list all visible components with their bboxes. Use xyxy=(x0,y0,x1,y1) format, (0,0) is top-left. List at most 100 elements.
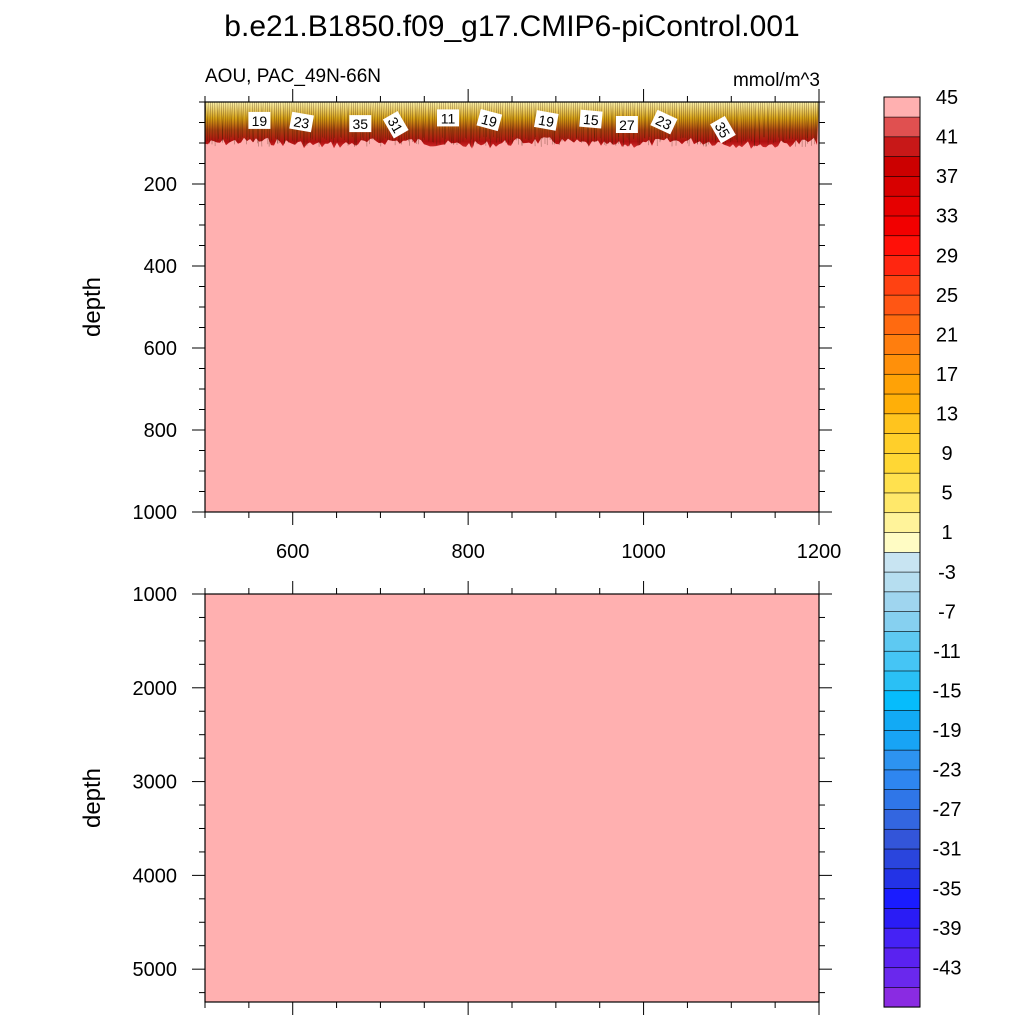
contour-line xyxy=(740,102,743,145)
colorbar-swatch xyxy=(883,947,921,969)
colorbar-swatch xyxy=(883,749,921,771)
colorbar-label: -39 xyxy=(933,918,962,940)
y-tick-label: 3000 xyxy=(133,772,178,794)
y-tick-label: 1000 xyxy=(133,584,178,606)
contour-line xyxy=(578,102,581,139)
contour-label: 27 xyxy=(615,116,638,133)
contour-label-box xyxy=(349,115,372,133)
contour-label-box xyxy=(650,109,678,135)
colorbar-label: 45 xyxy=(936,87,958,109)
contour-line xyxy=(767,102,770,145)
contour-labels: 19 23 35 31 11 19 19 15 27 23 35 xyxy=(248,108,736,144)
colorbar-swatch xyxy=(883,986,921,1008)
contour-line xyxy=(804,102,806,147)
x-tick-label: 1000 xyxy=(621,541,666,563)
contour-line xyxy=(315,102,317,141)
colorbar-label: 25 xyxy=(936,285,958,307)
contour-line xyxy=(526,102,529,141)
colorbar-swatch xyxy=(883,373,921,395)
contour-line xyxy=(641,102,643,143)
contour-line xyxy=(647,102,649,146)
colorbar-swatch xyxy=(883,432,921,454)
colorbar-swatch xyxy=(883,254,921,276)
contour-line xyxy=(733,102,736,139)
contour-label: 35 xyxy=(710,115,736,144)
colorbar-swatch xyxy=(883,353,921,375)
colorbar-label: 41 xyxy=(936,127,958,149)
contour-line xyxy=(680,102,683,138)
colorbar-label: 5 xyxy=(941,483,952,505)
contour-label-text: 35 xyxy=(353,116,369,132)
colorbar-swatch xyxy=(883,729,921,751)
axes-top: 200 400 600 800 1000 600 800 1000 1200 xyxy=(133,89,841,563)
contour-line xyxy=(317,102,320,147)
colorbar-swatch xyxy=(883,551,921,573)
contour-line xyxy=(754,102,757,147)
contour-line xyxy=(229,102,231,143)
contour-line xyxy=(530,102,532,140)
contour-line xyxy=(807,102,810,144)
contour-line xyxy=(209,102,211,144)
contour-line xyxy=(236,102,239,143)
y-tick-label: 400 xyxy=(144,256,177,278)
contour-line xyxy=(427,102,430,142)
colorbar-label: -23 xyxy=(933,760,962,782)
contour-line xyxy=(789,102,792,139)
contour-line xyxy=(603,102,606,145)
contour-line xyxy=(282,102,285,145)
contour-line xyxy=(277,102,279,145)
y-tick-label: 4000 xyxy=(133,865,178,887)
colorbar-label: 17 xyxy=(936,364,958,386)
contour-label: 35 xyxy=(349,115,372,133)
contour-line xyxy=(504,102,507,143)
colorbar-swatch xyxy=(883,709,921,731)
contour-line xyxy=(521,102,524,146)
contour-label-text: 23 xyxy=(292,113,310,131)
colorbar-swatch xyxy=(883,215,921,237)
y-tick-label: 200 xyxy=(144,174,177,196)
plot-panel-bottom: 1000 2000 3000 4000 5000 depth xyxy=(79,581,832,1015)
contour-line xyxy=(428,102,431,141)
contour-label-box xyxy=(437,109,459,127)
contour-line xyxy=(675,102,678,146)
contour-line xyxy=(762,102,764,138)
contour-line xyxy=(380,102,383,147)
colorbar-label: -43 xyxy=(933,957,962,979)
contour-line xyxy=(230,102,233,138)
colorbar-label: -31 xyxy=(933,839,962,861)
contour-label-text: 23 xyxy=(653,112,674,133)
contour-line xyxy=(273,102,276,139)
chart-units-label: mmol/m^3 xyxy=(733,70,820,91)
contour-line xyxy=(288,102,290,143)
colorbar-swatch xyxy=(883,136,921,157)
contour-line xyxy=(424,102,427,140)
y-tick-label: 5000 xyxy=(133,959,178,981)
colorbar-swatch xyxy=(883,887,921,909)
contour-line xyxy=(218,102,220,139)
colorbar-label: 21 xyxy=(936,324,958,346)
contour-label-box xyxy=(579,109,603,129)
colorbar-swatch xyxy=(883,769,921,790)
colorbar-swatch xyxy=(883,927,921,949)
contour-label: 19 xyxy=(248,111,271,129)
contour-label: 15 xyxy=(579,109,603,129)
contour-line xyxy=(792,102,794,140)
colorbar: -43-39-35-31-27-23-19-15-11-7-3159131721… xyxy=(883,87,962,1008)
contour-line xyxy=(649,102,651,138)
y-tick-label: 1000 xyxy=(133,502,178,524)
contour-line xyxy=(511,102,513,144)
contour-label-box xyxy=(615,116,638,133)
colorbar-swatch xyxy=(883,670,921,692)
x-tick-label: 800 xyxy=(451,541,484,563)
contour-line xyxy=(334,102,337,138)
contour-line xyxy=(416,102,418,144)
contour-line xyxy=(382,102,385,141)
contour-line xyxy=(777,102,780,138)
contour-line xyxy=(509,102,511,141)
colorbar-swatch xyxy=(883,274,921,296)
contour-label: 23 xyxy=(289,111,314,133)
contour-label: 19 xyxy=(476,108,503,132)
colorbar-swatch xyxy=(883,571,921,593)
y-tick-label: 600 xyxy=(144,338,177,360)
